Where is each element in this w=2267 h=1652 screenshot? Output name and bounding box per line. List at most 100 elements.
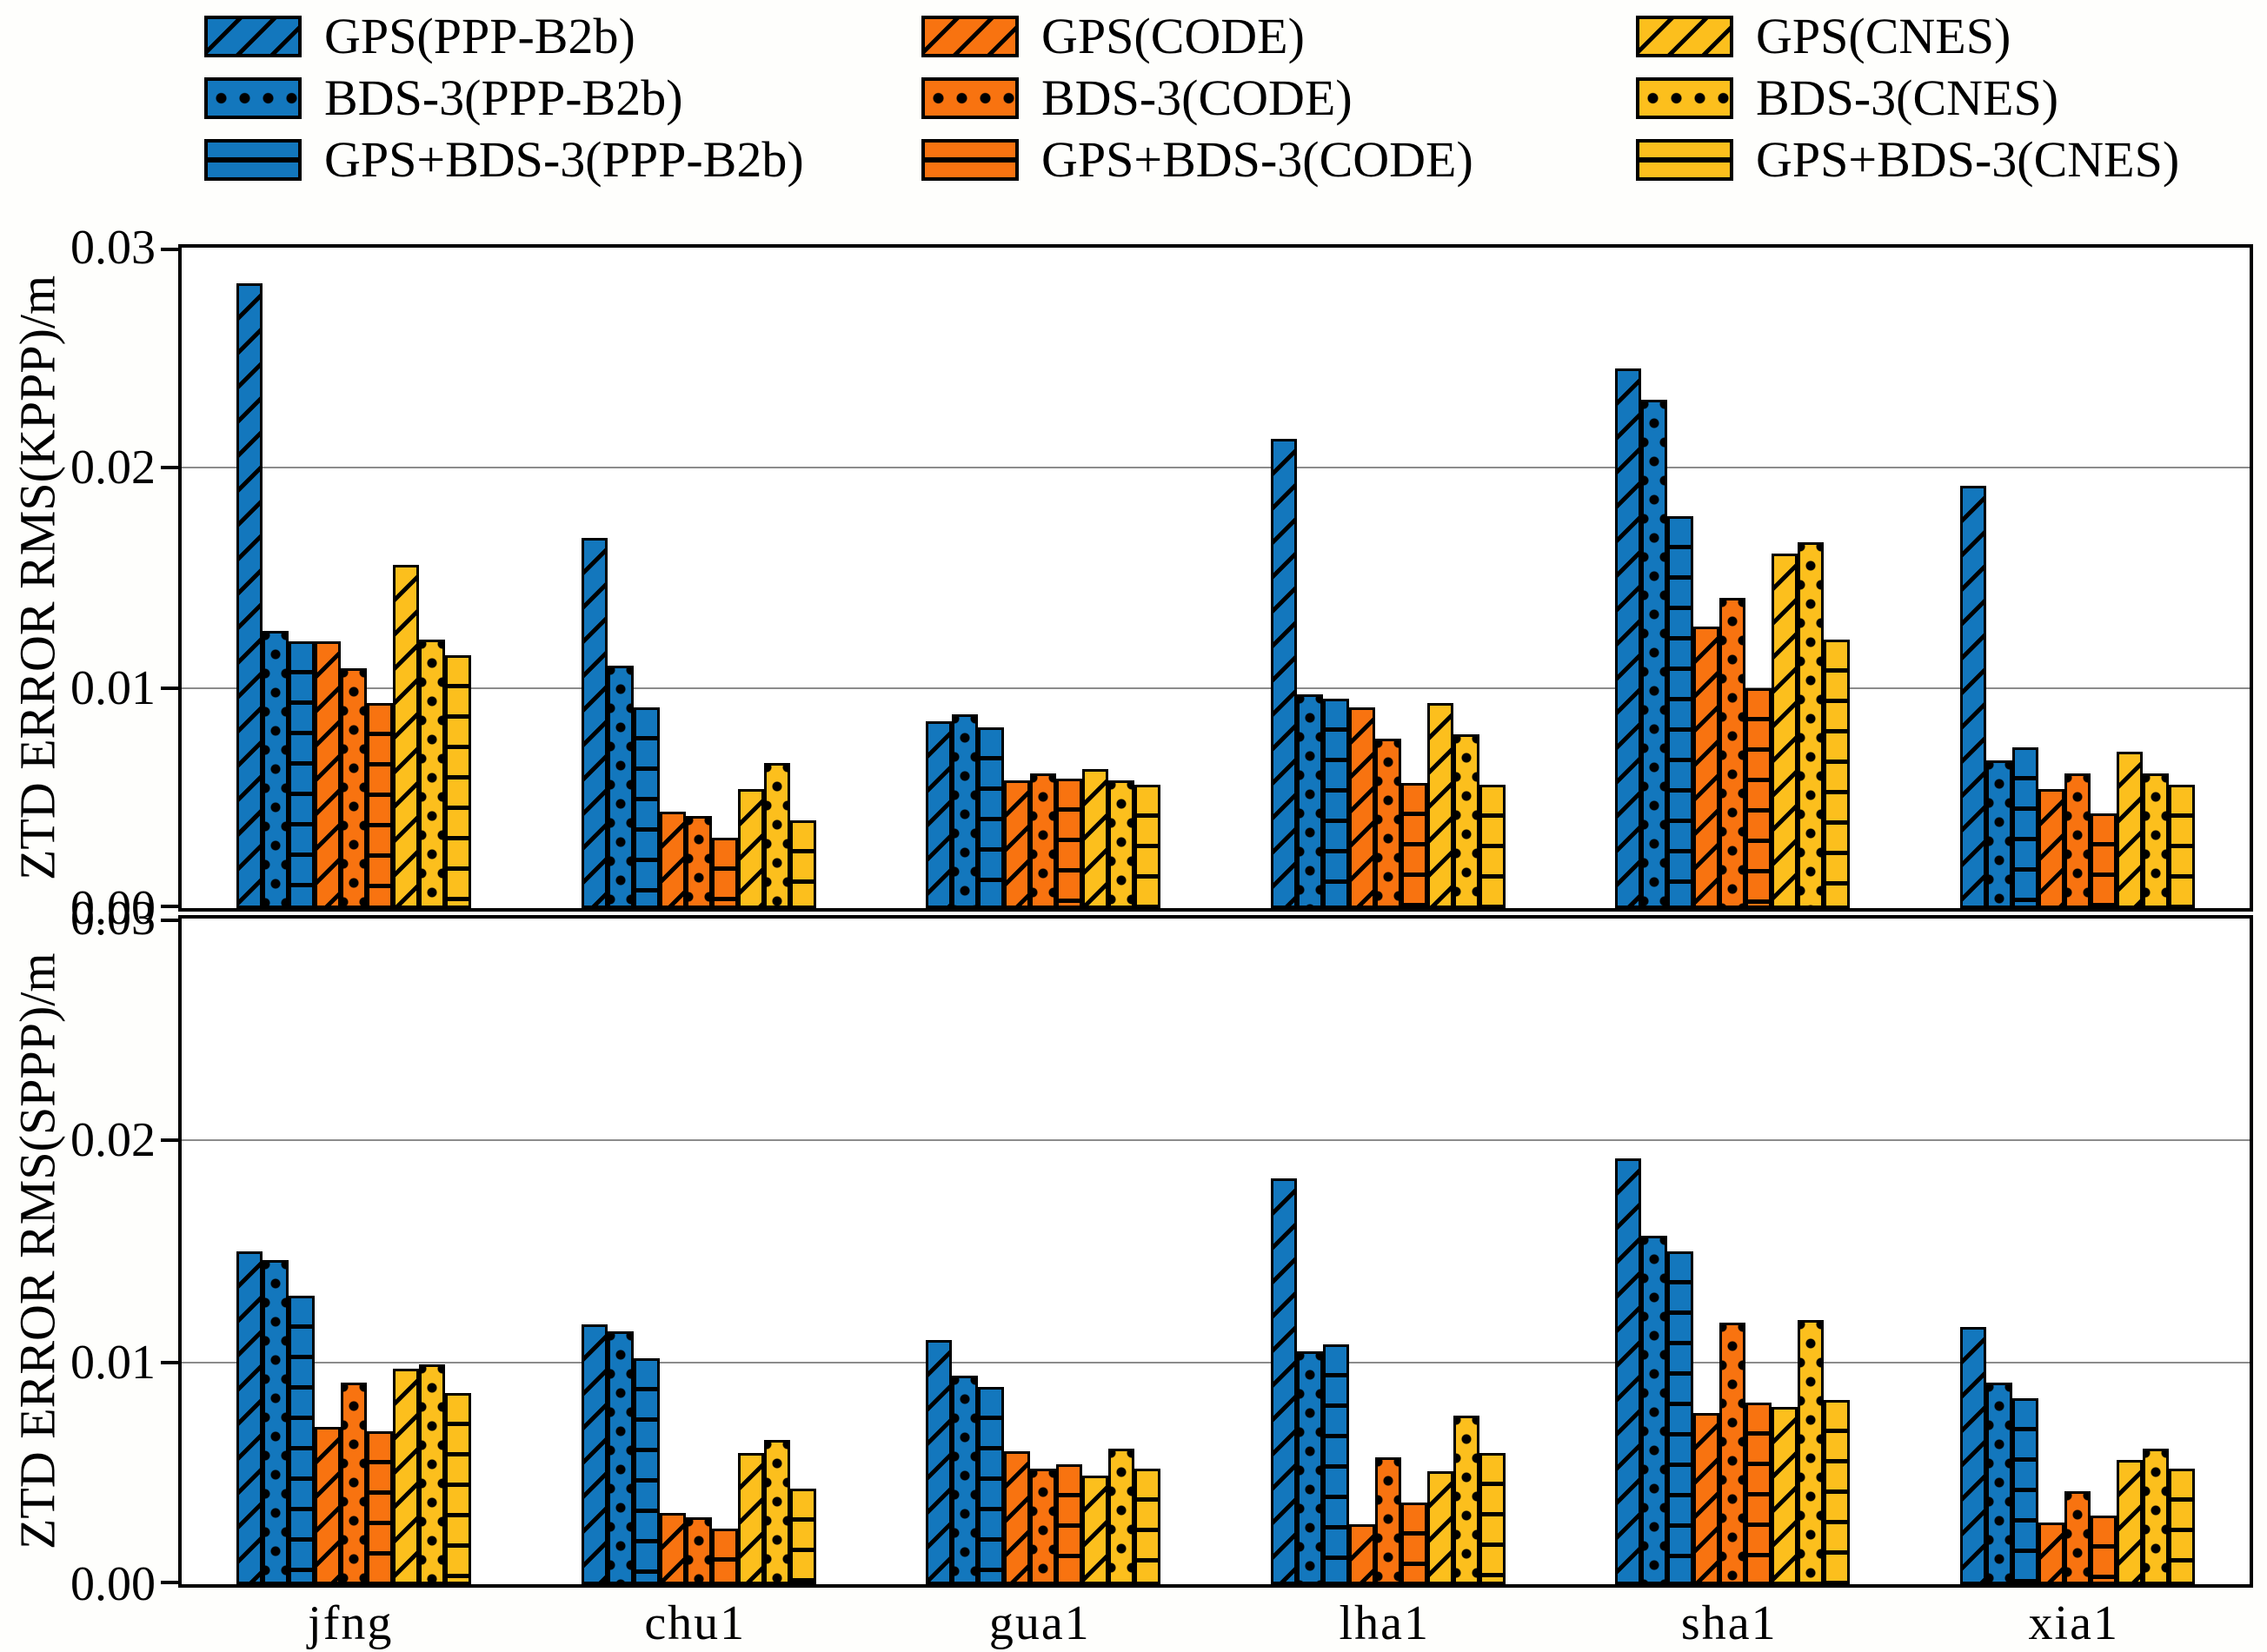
bar-GPS+BDS-3(CNES)-chu1 [789,1489,816,1584]
bar-BDS-3(PPP-B2b)-jfng [263,1260,289,1584]
bar-GPS+BDS-3(PPP-B2b)-lha1 [1322,699,1349,908]
bar-GPS(CODE)-xia1 [2038,1523,2064,1584]
bar-BDS-3(CNES)-lha1 [1453,1416,1479,1584]
bar-GPS+BDS-3(CNES)-chu1 [789,820,816,908]
x-tick-label-xia1: xia1 [2028,1596,2119,1650]
bar-GPS+BDS-3(CNES)-lha1 [1479,1453,1506,1584]
bar-GPS+BDS-3(PPP-B2b)-gua1 [978,1387,1005,1584]
bar-GPS(CODE)-gua1 [1004,780,1031,908]
bar-GPS+BDS-3(PPP-B2b)-gua1 [978,727,1005,908]
legend-item-label: GPS+BDS-3(CNES) [1756,131,2180,188]
bar-GPS+BDS-3(CNES)-gua1 [1134,1469,1161,1584]
bar-GPS+BDS-3(CNES)-jfng [445,655,472,908]
bar-GPS+BDS-3(CNES)-lha1 [1479,785,1506,908]
legend-item: GPS(PPP-B2b) [204,9,635,64]
bar-BDS-3(CNES)-lha1 [1453,734,1479,908]
bar-BDS-3(CODE)-gua1 [1030,773,1057,908]
legend-item: GPS(CODE) [921,9,1305,64]
bar-GPS(CNES)-lha1 [1426,703,1453,908]
bar-GPS(CODE)-jfng [315,641,342,908]
bar-GPS(PPP-B2b)-chu1 [581,1324,608,1584]
bar-BDS-3(PPP-B2b)-sha1 [1641,400,1668,908]
y-tick-mark [161,686,180,690]
y-tick-label: 0.03 [70,221,156,275]
x-tick-label-lha1: lha1 [1339,1596,1430,1650]
bar-GPS+BDS-3(CODE)-jfng [367,703,394,908]
bar-BDS-3(CODE)-xia1 [2064,1491,2091,1584]
gridline [182,1361,2250,1363]
bar-BDS-3(CNES)-jfng [419,640,446,908]
bar-GPS+BDS-3(PPP-B2b)-jfng [289,641,316,908]
bar-GPS(PPP-B2b)-xia1 [1959,486,1986,908]
bar-GPS(PPP-B2b)-lha1 [1270,1178,1297,1584]
legend-swatch-horizontal-icon [1636,139,1733,181]
bar-GPS+BDS-3(CODE)-sha1 [1745,688,1772,908]
bar-GPS(PPP-B2b)-lha1 [1270,439,1297,908]
bar-BDS-3(CNES)-gua1 [1108,780,1135,908]
legend-item-label: BDS-3(CODE) [1041,70,1353,126]
bar-GPS(CNES)-lha1 [1426,1471,1453,1584]
bar-GPS+BDS-3(CNES)-gua1 [1134,785,1161,908]
bar-GPS+BDS-3(CODE)-lha1 [1400,1503,1427,1584]
bar-BDS-3(PPP-B2b)-lha1 [1296,694,1323,908]
y-tick-mark [161,1138,180,1143]
bar-GPS+BDS-3(CNES)-xia1 [2168,1469,2195,1584]
bar-GPS(CODE)-jfng [315,1427,342,1584]
bar-GPS(PPP-B2b)-jfng [236,1251,263,1584]
bar-GPS+BDS-3(CODE)-chu1 [711,838,738,908]
bar-GPS(CODE)-lha1 [1348,707,1375,908]
bar-BDS-3(PPP-B2b)-chu1 [607,666,634,908]
bar-GPS(CODE)-lha1 [1348,1524,1375,1584]
bar-BDS-3(CODE)-sha1 [1719,1323,1746,1584]
legend-swatch-dots-icon [204,77,302,119]
x-tick-label-chu1: chu1 [644,1596,747,1650]
y-tick-mark [161,248,180,251]
legend-swatch-diagonal-icon [921,16,1019,57]
bar-BDS-3(PPP-B2b)-jfng [263,631,289,908]
y-axis-label-sppp: ZTD ERROR RMS(SPPP)/m [9,952,66,1550]
y-tick-label: 0.02 [70,441,156,495]
legend-item: GPS(CNES) [1636,9,2011,64]
bar-BDS-3(CODE)-jfng [341,1383,368,1584]
bar-BDS-3(CNES)-gua1 [1108,1449,1135,1584]
bar-GPS(PPP-B2b)-jfng [236,283,263,908]
bar-GPS(CNES)-gua1 [1082,1476,1109,1584]
gridline [182,687,2250,689]
bar-BDS-3(PPP-B2b)-chu1 [607,1331,634,1584]
bar-GPS+BDS-3(PPP-B2b)-chu1 [633,707,660,908]
legend-swatch-dots-icon [921,77,1019,119]
legend-swatch-diagonal-icon [204,16,302,57]
bar-GPS+BDS-3(CNES)-xia1 [2168,785,2195,908]
bar-GPS(CNES)-jfng [393,565,420,908]
legend-item-label: GPS(CNES) [1756,8,2011,64]
legend-swatch-diagonal-icon [1636,16,1733,57]
chart-panel-kppp: 0.00 0.01 0.02 0.03 [70,221,2253,935]
bar-GPS+BDS-3(CNES)-sha1 [1824,1400,1851,1584]
y-tick-mark [161,466,180,470]
legend-item-label: GPS+BDS-3(PPP-B2b) [324,131,804,188]
legend-item: BDS-3(CODE) [921,70,1353,126]
bar-BDS-3(CNES)-chu1 [763,763,790,908]
legend-item: BDS-3(CNES) [1636,70,2058,126]
bar-GPS(CNES)-xia1 [2116,1460,2143,1584]
bar-GPS(CNES)-sha1 [1772,554,1798,908]
legend-swatch-dots-icon [1636,77,1733,119]
bar-GPS+BDS-3(CODE)-xia1 [2090,813,2117,908]
bar-GPS+BDS-3(CODE)-jfng [367,1431,394,1584]
y-axis-label-kppp: ZTD ERROR RMS(KPPP)/m [9,275,66,881]
bar-GPS+BDS-3(PPP-B2b)-sha1 [1667,1251,1694,1584]
bar-GPS+BDS-3(CODE)-gua1 [1056,779,1083,908]
legend-item-label: BDS-3(PPP-B2b) [324,70,683,126]
bar-GPS+BDS-3(CODE)-gua1 [1056,1464,1083,1584]
bar-GPS(PPP-B2b)-gua1 [926,1340,953,1584]
bar-GPS+BDS-3(CNES)-jfng [445,1393,472,1584]
bar-GPS(CODE)-chu1 [659,812,686,908]
bar-GPS(PPP-B2b)-sha1 [1615,1158,1642,1584]
y-tick-mark [161,1581,180,1584]
bar-BDS-3(CODE)-chu1 [685,816,712,908]
bar-BDS-3(CNES)-sha1 [1798,1320,1825,1584]
legend-swatch-horizontal-icon [921,139,1019,181]
bar-GPS+BDS-3(CODE)-xia1 [2090,1516,2117,1584]
bar-BDS-3(PPP-B2b)-gua1 [952,714,979,908]
